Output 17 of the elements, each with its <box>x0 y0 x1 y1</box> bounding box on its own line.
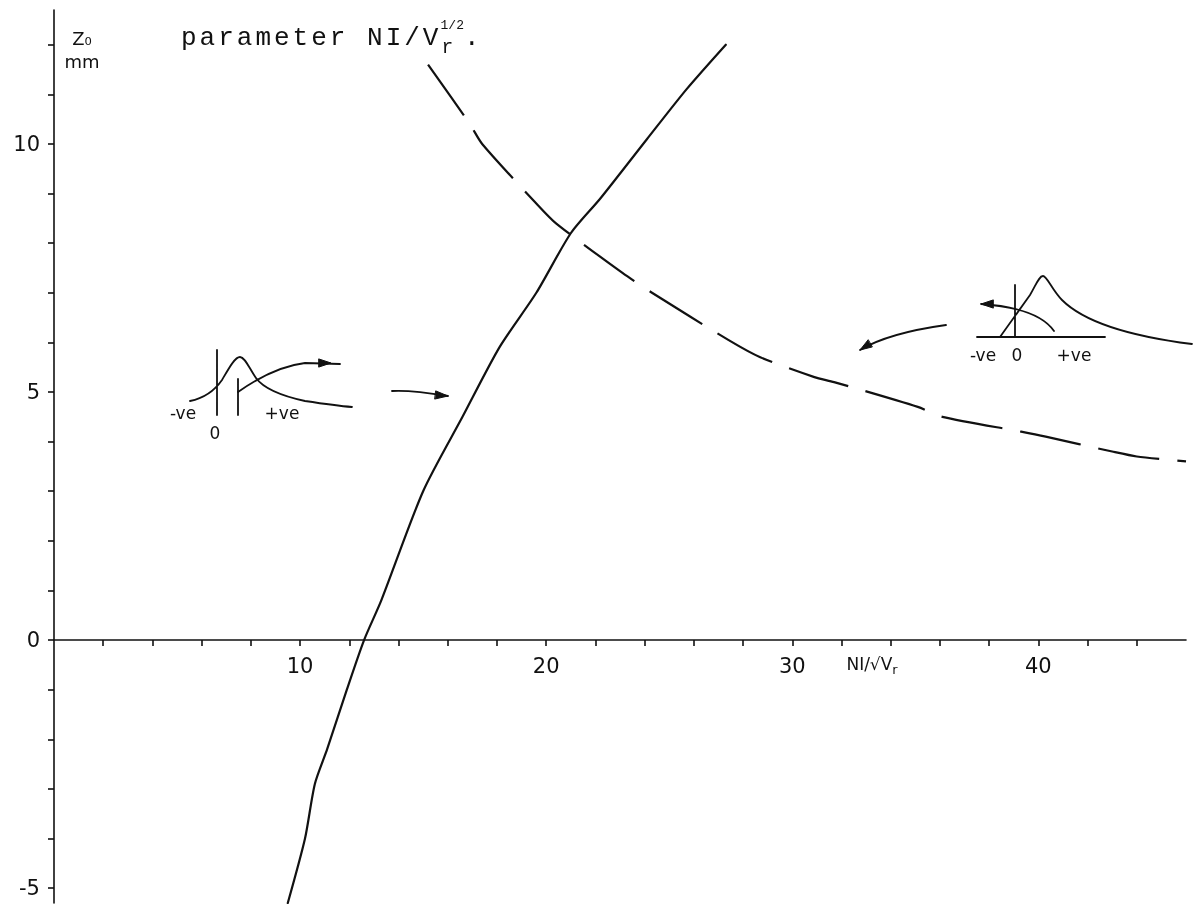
y-tick-label: -5 <box>19 876 40 901</box>
y-tick-label: 0 <box>26 628 40 653</box>
x-tick-label: 40 <box>1024 654 1052 679</box>
x-tick-label: 20 <box>532 654 560 679</box>
text: parameter NI/V$_{r}$$^{1/2}$. <box>181 18 483 59</box>
annotation: -ve <box>169 403 197 423</box>
y-tick-label: 5 <box>26 380 40 405</box>
annotation: +ve <box>264 403 300 423</box>
x-tick-label: 30 <box>778 654 806 679</box>
x-axis-title: NI/√V$_{r}$ <box>846 654 898 678</box>
y-tick-label: 10 <box>13 131 40 156</box>
annotation: +ve <box>1056 345 1092 365</box>
annotation: 0 <box>1011 345 1023 365</box>
annotation: 0 <box>209 423 221 443</box>
annotation: -ve <box>969 345 997 365</box>
x-tick-label: 10 <box>286 654 314 679</box>
y-axis-title: Z₀ mm <box>64 28 100 73</box>
